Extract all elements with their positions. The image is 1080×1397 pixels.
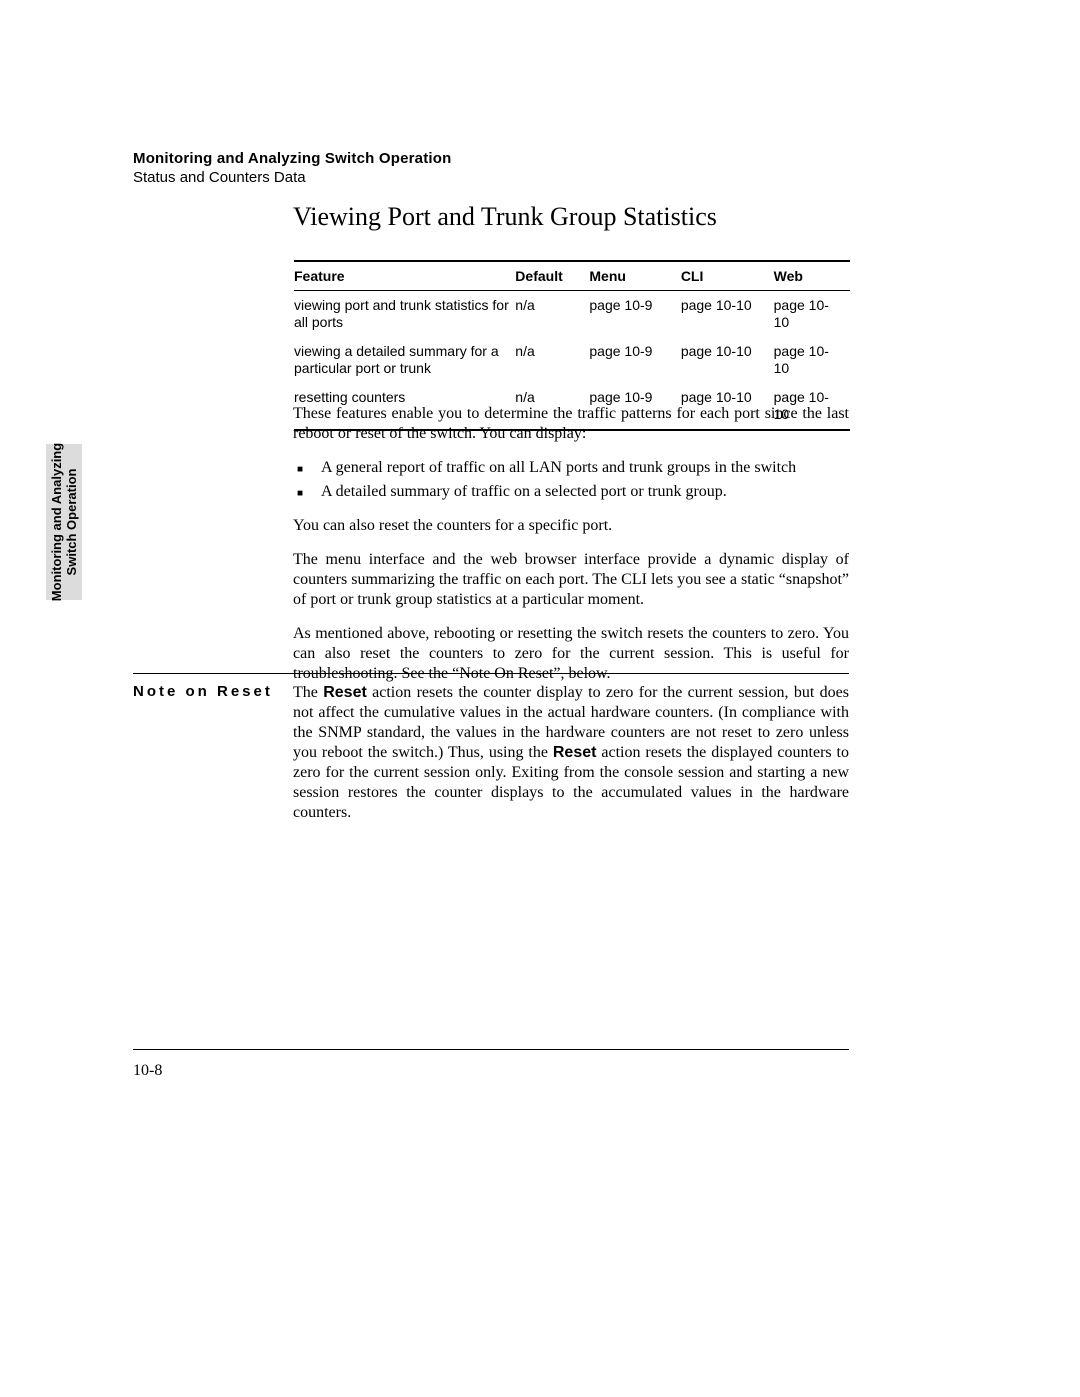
th-feature: Feature [294, 261, 515, 291]
th-web: Web [774, 261, 850, 291]
th-cli: CLI [681, 261, 774, 291]
th-default: Default [515, 261, 589, 291]
body-text: These features enable you to determine t… [293, 404, 849, 698]
side-tab-line1: Monitoring and Analyzing [49, 443, 64, 601]
header-section: Status and Counters Data [133, 169, 451, 186]
td-default: n/a [515, 291, 589, 338]
td-default: n/a [515, 337, 589, 383]
page: Monitoring and Analyzing Switch Operatio… [0, 0, 1080, 1397]
note-text: The [293, 684, 323, 701]
th-menu: Menu [589, 261, 680, 291]
table-row: viewing port and trunk statistics for al… [294, 291, 850, 338]
paragraph: These features enable you to determine t… [293, 404, 849, 444]
table-header-row: Feature Default Menu CLI Web [294, 261, 850, 291]
note-body: The Reset action resets the counter disp… [293, 683, 849, 823]
paragraph: The menu interface and the web browser i… [293, 550, 849, 610]
side-tab: Monitoring and Analyzing Switch Operatio… [46, 444, 82, 600]
list-item: A general report of traffic on all LAN p… [321, 458, 849, 478]
td-cli: page 10-10 [681, 337, 774, 383]
paragraph: As mentioned above, rebooting or resetti… [293, 624, 849, 684]
td-menu: page 10-9 [589, 337, 680, 383]
bullet-list: A general report of traffic on all LAN p… [293, 458, 849, 502]
table-row: viewing a detailed summary for a particu… [294, 337, 850, 383]
header-chapter: Monitoring and Analyzing Switch Operatio… [133, 150, 451, 167]
reset-keyword: Reset [553, 744, 597, 761]
note-rule [133, 673, 849, 674]
side-tab-text: Monitoring and Analyzing Switch Operatio… [49, 443, 79, 601]
running-header: Monitoring and Analyzing Switch Operatio… [133, 150, 451, 186]
list-item: A detailed summary of traffic on a selec… [321, 482, 849, 502]
footer-rule [133, 1049, 849, 1050]
td-web: page 10-10 [774, 337, 850, 383]
td-cli: page 10-10 [681, 291, 774, 338]
td-menu: page 10-9 [589, 291, 680, 338]
td-feature: viewing port and trunk statistics for al… [294, 291, 515, 338]
side-tab-line2: Switch Operation [64, 469, 79, 576]
td-feature: viewing a detailed summary for a particu… [294, 337, 515, 383]
reset-keyword: Reset [323, 684, 367, 701]
td-web: page 10-10 [774, 291, 850, 338]
page-number: 10-8 [133, 1062, 162, 1080]
section-title: Viewing Port and Trunk Group Statistics [293, 202, 717, 232]
paragraph: You can also reset the counters for a sp… [293, 516, 849, 536]
note-label: Note on Reset [133, 683, 273, 700]
